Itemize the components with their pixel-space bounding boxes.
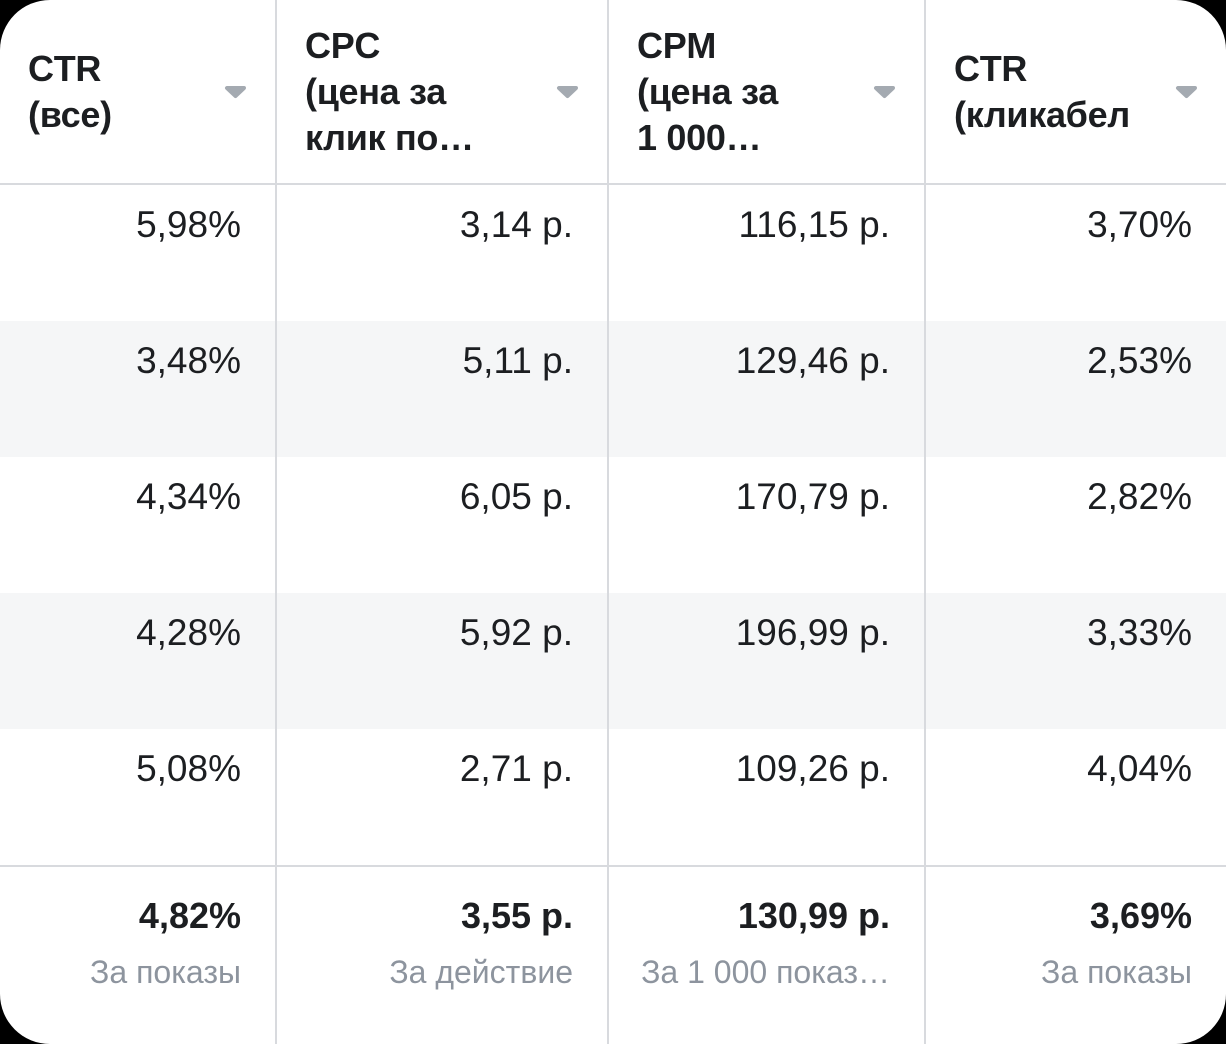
chevron-down-icon[interactable] [1175,85,1198,99]
table-cell: 2,71 р. [277,729,609,865]
table-cell: 4,04% [1087,748,1192,789]
totals-cell-cpc: 3,55 р. За действие [277,865,609,1044]
table-cell: 4,34% [0,457,277,593]
chevron-down-icon[interactable] [224,85,247,99]
table-cell: 129,46 р. [609,321,926,457]
table-cell: 4,28% [0,593,277,729]
column-header-ctr-clickable[interactable]: CTR (кликабел [926,0,1226,185]
table-cell: 5,11 р. [277,321,609,457]
table-cell: 5,92 р. [277,593,609,729]
totals-caption: За действие [389,954,573,990]
totals-value: 3,69% [1089,895,1192,936]
table-cell: 5,98% [0,185,277,321]
table-cell: 3,70% [1087,204,1192,245]
table-cell: 196,99 р. [609,593,926,729]
column-header-ctr-all[interactable]: CTR (все) [0,0,277,185]
table-cell: 170,79 р. [609,457,926,593]
table-cell: 2,53% [926,321,1226,457]
column-header-label: CTR (кликабел [954,47,1130,135]
table-cell: 3,14 р. [277,185,609,321]
table-cell: 5,08% [0,729,277,865]
chevron-down-icon[interactable] [556,85,579,99]
table-cell: 116,15 р. [609,185,926,321]
column-header-label: CPC (цена за клик по… [305,24,474,158]
table-cell: 3,33% [926,593,1226,729]
totals-value: 4,82% [138,895,241,936]
totals-caption: За показы [90,954,241,990]
totals-value: 3,55 р. [460,895,573,936]
totals-cell-cpm: 130,99 р. За 1 000 показ… [609,865,926,1044]
totals-caption: За 1 000 показ… [641,954,890,990]
column-header-cpc[interactable]: CPC (цена за клик по… [277,0,609,185]
chevron-down-icon[interactable] [873,85,896,99]
table-cell: 109,26 р. [609,729,926,865]
table-cell: 3,48% [0,321,277,457]
column-header-cpm[interactable]: CPM (цена за 1 000… [609,0,926,185]
totals-caption: За показы [1041,954,1192,990]
column-header-label: CPM (цена за 1 000… [637,24,778,158]
totals-cell-ctr-all: 4,82% За показы [0,865,277,1044]
column-header-label: CTR (все) [28,47,112,135]
table-cell: 2,82% [1087,476,1192,517]
totals-cell-ctr-clickable: 3,69% За показы [926,865,1226,1044]
totals-value: 130,99 р. [737,895,890,936]
table-cell: 6,05 р. [277,457,609,593]
